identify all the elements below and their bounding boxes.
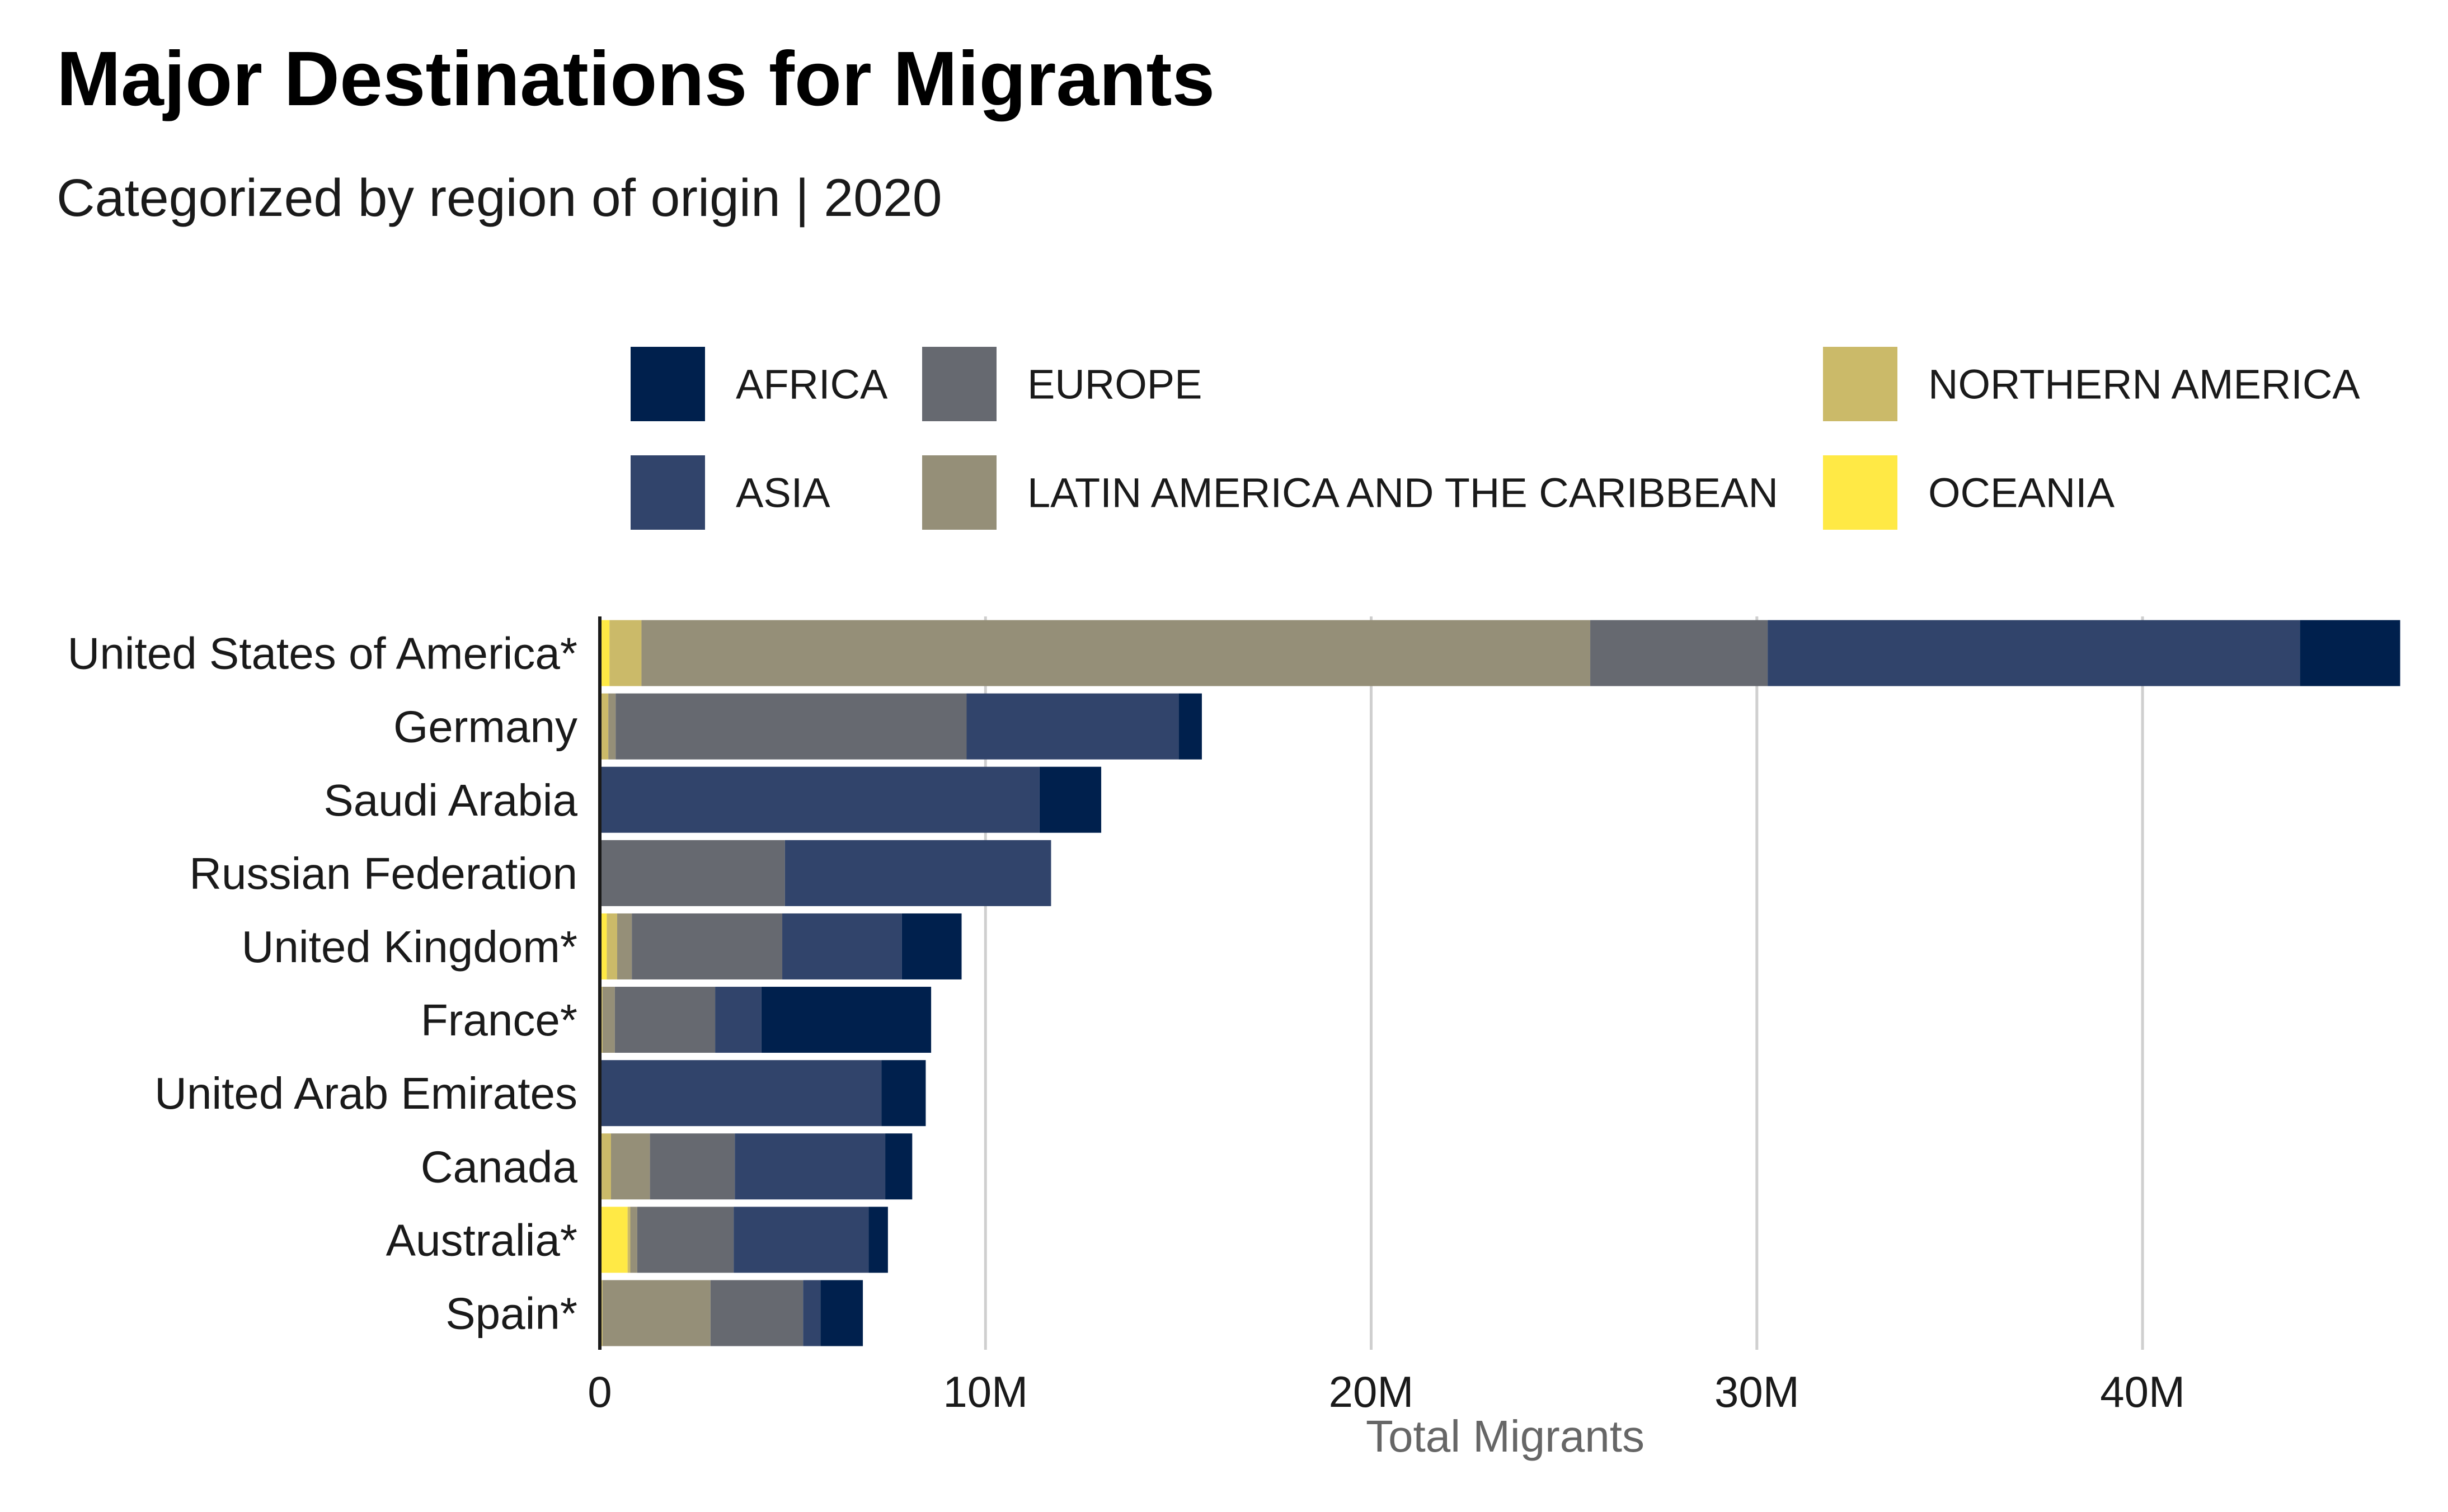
- bar-united-states-of-america-africa: [2300, 620, 2400, 686]
- bar-united-arab-emirates-asia: [600, 1060, 882, 1127]
- bar-germany-northern-america: [600, 693, 609, 760]
- bar-australia-latin-america-and-the-caribbean: [630, 1207, 637, 1273]
- legend-label-oceania: OCEANIA: [1928, 470, 2115, 516]
- legend-swatch-northern-america: [1823, 347, 1897, 421]
- bar-united-kingdom-latin-america-and-the-caribbean: [617, 913, 632, 979]
- bar-canada-northern-america: [600, 1133, 611, 1200]
- legend-label-africa: AFRICA: [736, 361, 888, 408]
- bar-canada-europe: [650, 1133, 735, 1200]
- y-label-france: France*: [421, 995, 577, 1045]
- bar-united-arab-emirates-africa: [881, 1060, 926, 1127]
- legend: AFRICA EUROPE NORTHERN AMERICA ASIA LATIN AM…: [631, 347, 2360, 530]
- legend-swatch-asia: [631, 455, 705, 530]
- legend-label-northern-america: NORTHERN AMERICA: [1928, 361, 2360, 408]
- chart-title: Major Destinations for Migrants: [57, 36, 1215, 122]
- y-label-canada: Canada: [421, 1142, 578, 1191]
- bar-united-states-of-america-latin-america-and-the-caribbean: [641, 620, 1591, 686]
- y-label-saudi-arabia: Saudi Arabia: [323, 775, 577, 825]
- bar-russian-federation-asia: [784, 840, 1051, 906]
- legend-label-latin-america-and-the-caribbean: LATIN AMERICA AND THE CARIBBEAN: [1027, 470, 1778, 516]
- bar-australia-africa: [868, 1207, 888, 1273]
- y-label-australia: Australia*: [386, 1215, 577, 1265]
- bar-australia-oceania: [600, 1207, 628, 1273]
- bar-germany-africa: [1178, 693, 1202, 760]
- bar-united-states-of-america-europe: [1590, 620, 1768, 686]
- legend-swatch-oceania: [1823, 455, 1897, 530]
- bar-germany-latin-america-and-the-caribbean: [608, 693, 616, 760]
- y-axis-labels: United States of America* Germany Saudi Ar…: [67, 629, 577, 1339]
- bar-united-kingdom-africa: [901, 913, 962, 979]
- bar-germany-asia: [966, 693, 1179, 760]
- bar-russian-federation-europe: [600, 840, 785, 906]
- bar-france-asia: [715, 987, 762, 1053]
- bar-spain-asia: [803, 1280, 821, 1346]
- legend-swatch-europe: [922, 347, 997, 421]
- bar-france-latin-america-and-the-caribbean: [602, 987, 615, 1053]
- y-label-united-states-of-america: United States of America*: [67, 629, 577, 679]
- bar-canada-asia: [735, 1133, 886, 1200]
- bar-spain-europe: [710, 1280, 804, 1346]
- x-tick-label-4: 40M: [2100, 1367, 2185, 1416]
- x-tick-label-2: 20M: [1329, 1367, 1414, 1416]
- x-axis-ticks: 0 10M 20M 30M 40M: [588, 1367, 2185, 1416]
- bar-australia-europe: [637, 1207, 734, 1273]
- bar-spain-latin-america-and-the-caribbean: [602, 1280, 711, 1346]
- bar-united-states-of-america-asia: [1768, 620, 2300, 686]
- bar-australia-northern-america: [627, 1207, 631, 1273]
- x-tick-label-3: 30M: [1714, 1367, 1799, 1416]
- chart-subtitle: Categorized by region of origin | 2020: [57, 168, 942, 228]
- bar-united-states-of-america-oceania: [600, 620, 610, 686]
- legend-label-asia: ASIA: [736, 470, 830, 516]
- bar-canada-africa: [885, 1133, 913, 1200]
- bar-spain-northern-america: [600, 1280, 603, 1346]
- bar-france-europe: [614, 987, 716, 1053]
- bar-united-states-of-america-northern-america: [609, 620, 642, 686]
- bar-saudi-arabia-asia: [600, 766, 1040, 833]
- bar-united-kingdom-oceania: [600, 913, 607, 979]
- y-label-spain: Spain*: [445, 1288, 577, 1338]
- y-label-united-arab-emirates: United Arab Emirates: [154, 1068, 577, 1118]
- bar-france-africa: [761, 987, 932, 1053]
- bar-united-kingdom-northern-america: [607, 913, 618, 979]
- y-label-united-kingdom: United Kingdom*: [242, 922, 577, 972]
- bar-canada-latin-america-and-the-caribbean: [610, 1133, 650, 1200]
- legend-label-europe: EUROPE: [1027, 361, 1202, 408]
- y-label-germany: Germany: [393, 702, 577, 752]
- x-tick-label-1: 10M: [943, 1367, 1028, 1416]
- legend-swatch-latin-america-and-the-caribbean: [922, 455, 997, 530]
- bar-spain-africa: [820, 1280, 863, 1346]
- x-tick-label-0: 0: [588, 1367, 612, 1416]
- bars: [600, 620, 2400, 1346]
- legend-swatch-africa: [631, 347, 705, 421]
- bar-united-kingdom-europe: [632, 913, 783, 979]
- x-axis-title: Total Migrants: [1366, 1411, 1644, 1461]
- bar-united-kingdom-asia: [782, 913, 902, 979]
- bar-germany-europe: [615, 693, 967, 760]
- bar-france-northern-america: [600, 987, 603, 1053]
- bar-saudi-arabia-africa: [1039, 766, 1102, 833]
- bar-australia-asia: [734, 1207, 869, 1273]
- y-label-russian-federation: Russian Federation: [189, 849, 577, 898]
